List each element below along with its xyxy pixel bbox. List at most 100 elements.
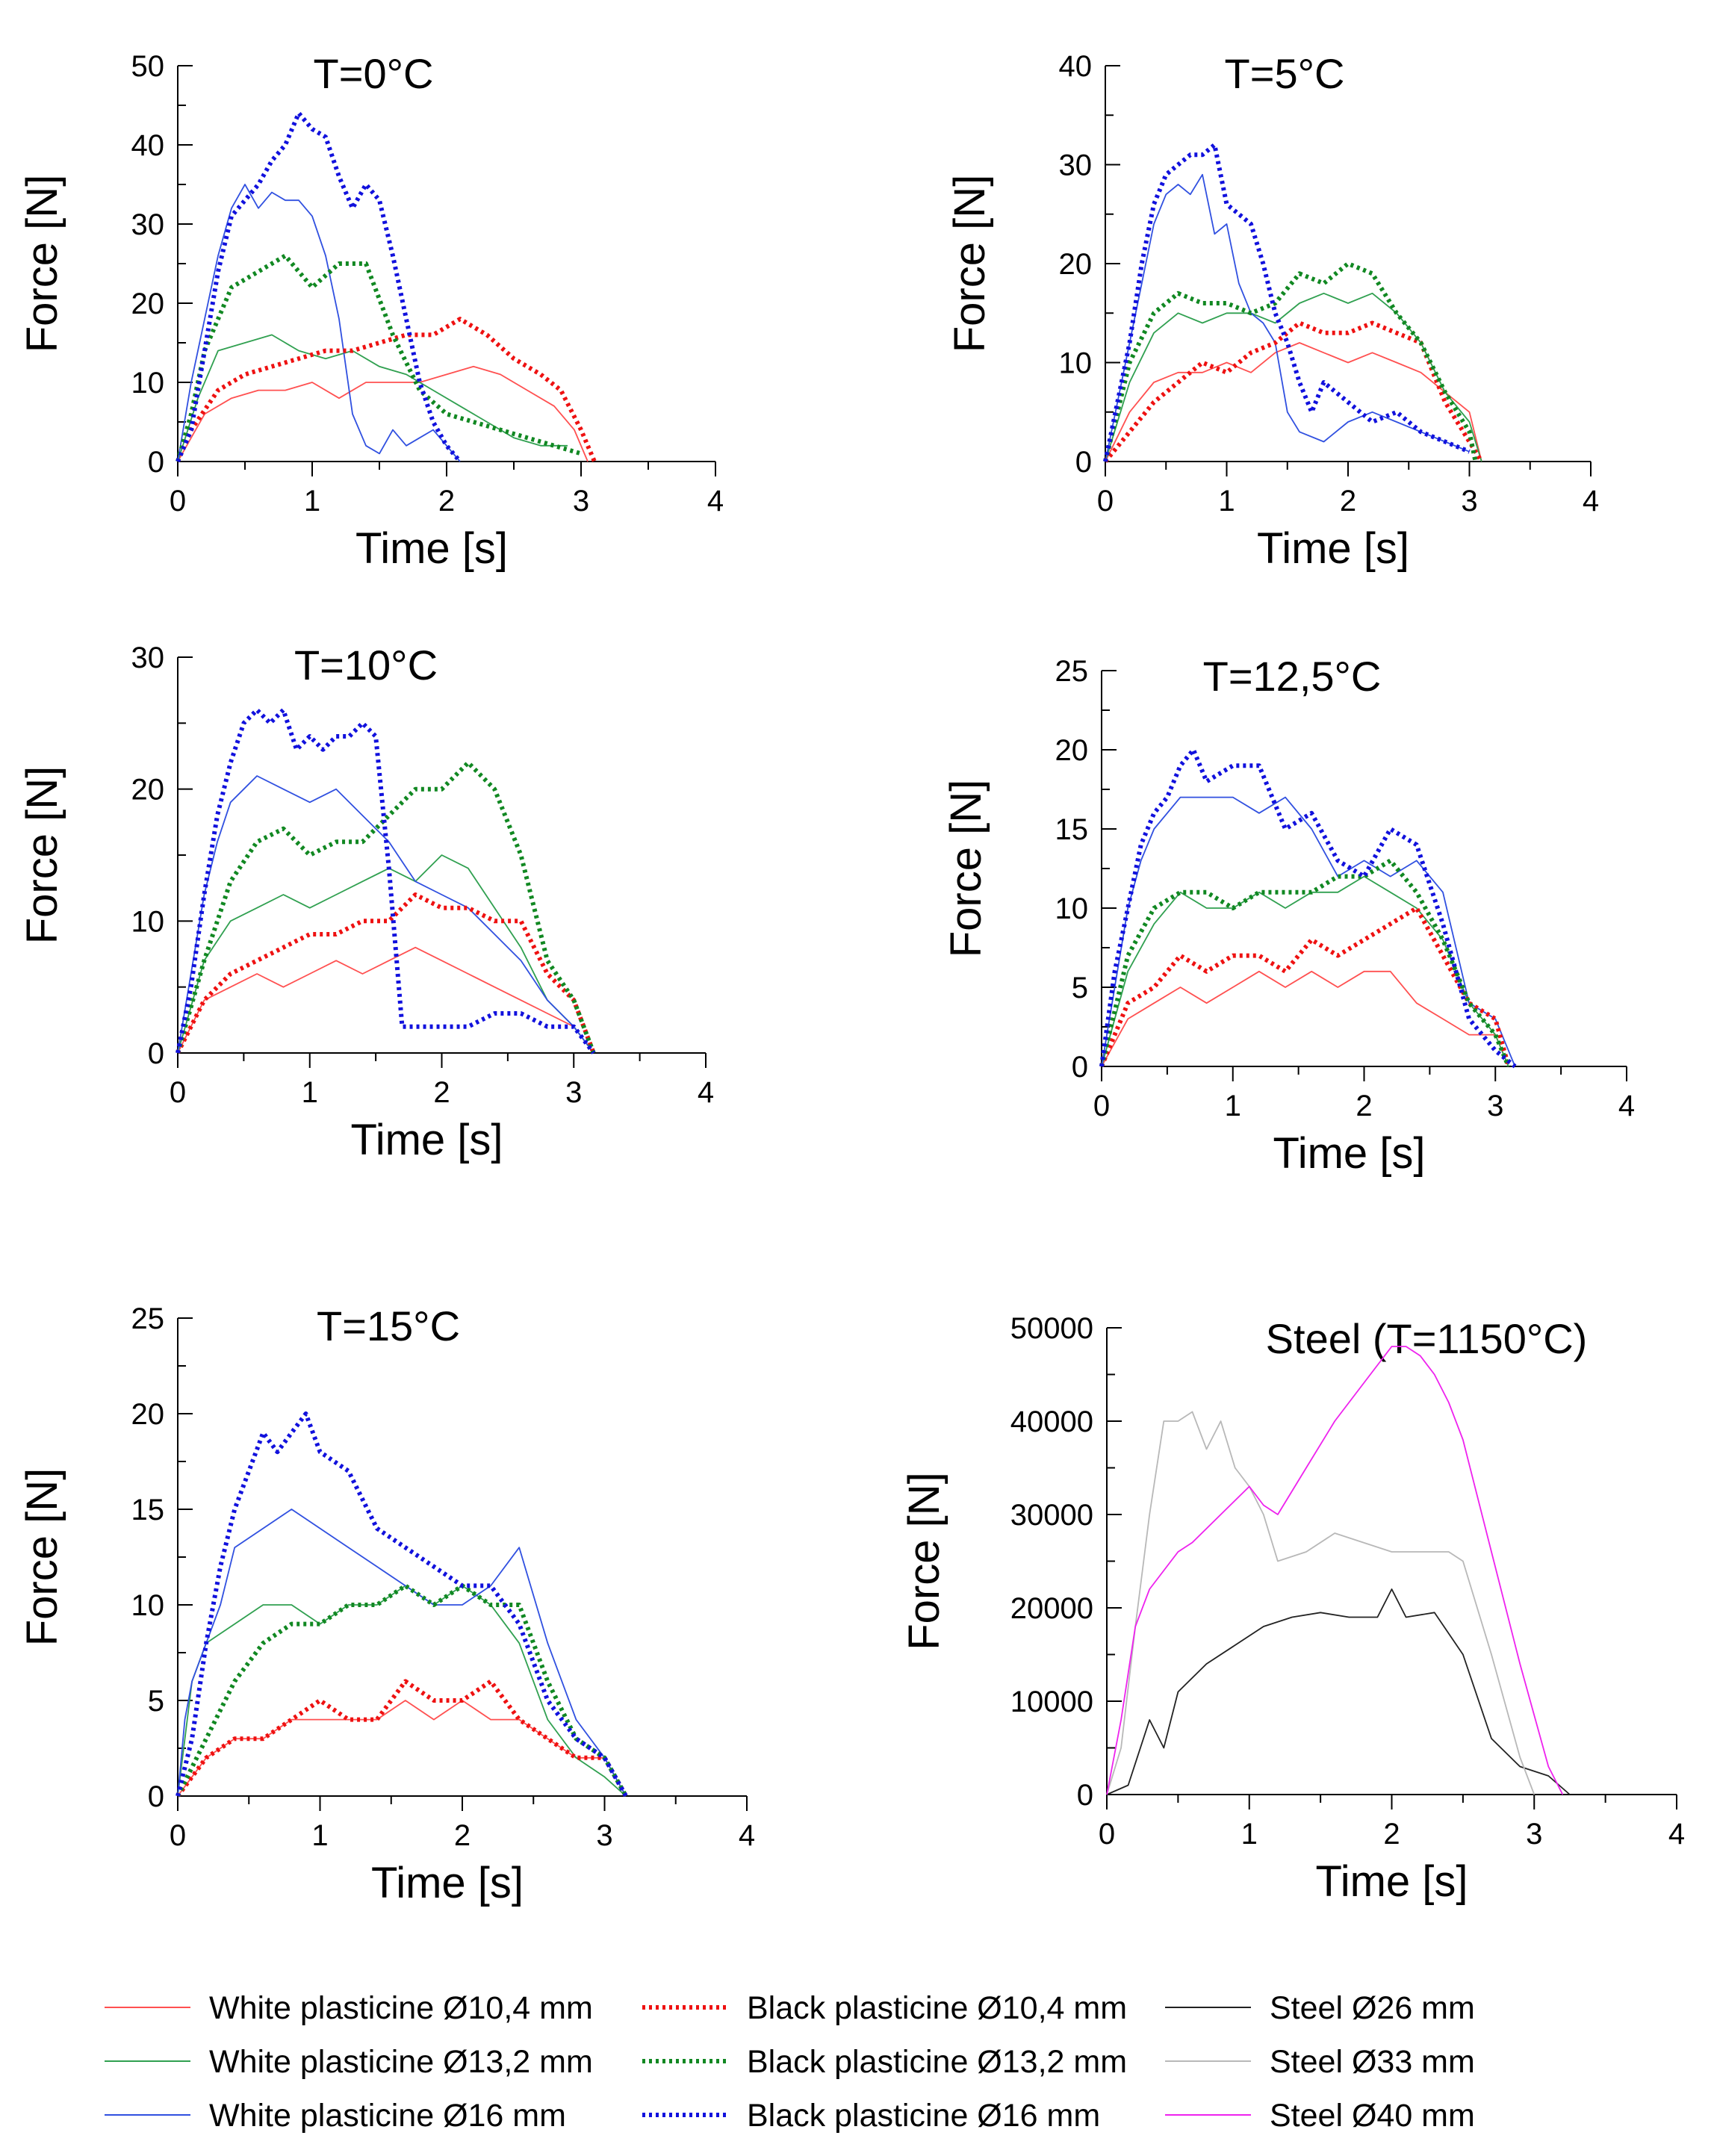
series-line-black-plasticine-10-4-mm	[176, 892, 596, 1054]
series-line-white-plasticine-10-4-mm	[177, 365, 589, 462]
y-axis-label: Force [N]	[18, 766, 66, 945]
legend-entry-label: Black plasticine Ø13,2 mm	[747, 2044, 1127, 2080]
series-line-black-plasticine-10-4-mm	[1099, 906, 1511, 1068]
chart-title: T=0°C	[314, 50, 434, 97]
series-line-white-plasticine-10-4-mm	[1105, 342, 1482, 462]
x-tick-label: 4	[707, 485, 724, 518]
chart-title: T=12,5°C	[1203, 653, 1382, 700]
series-line-white-plasticine-16-mm	[177, 184, 461, 462]
series-line-black-plasticine-16-mm	[176, 707, 596, 1054]
x-tick-label: 1	[311, 1819, 328, 1852]
series-line-white-plasticine-16-mm	[177, 775, 594, 1054]
series-line-white-plasticine-16-mm	[1101, 796, 1516, 1067]
chart-panel-5: 0 1 2 3 4 0 5 10 15 20 25 Time [s] Force [N] T=15°C	[18, 1302, 755, 1907]
x-axis-label: Time [s]	[350, 1116, 503, 1164]
series-line-white-plasticine-13-2-mm	[177, 854, 594, 1054]
series-line-black-plasticine-16-mm	[176, 1411, 628, 1798]
series-line-black-plasticine-13-2-mm	[1103, 261, 1478, 462]
chart-title: T=5°C	[1225, 50, 1345, 97]
y-tick-label: 20	[131, 288, 165, 320]
x-axis-label: Time [s]	[1273, 1129, 1425, 1178]
y-tick-label: 25	[131, 1302, 165, 1335]
legend: White plasticine Ø10,4 mm White plasticin…	[105, 1990, 1475, 2134]
legend-entry-label: Steel Ø33 mm	[1270, 2044, 1475, 2080]
series-line-black-plasticine-13-2-mm	[176, 760, 596, 1054]
y-tick-label: 25	[1055, 655, 1089, 688]
x-tick-label: 0	[170, 485, 186, 518]
chart-panel-3: 0 1 2 3 4 0 10 20 30 Time [s] Force [N] T=10°C	[18, 641, 714, 1164]
series-line-black-plasticine-10-4-mm	[1103, 320, 1484, 463]
legend-entry-label: White plasticine Ø10,4 mm	[209, 1990, 593, 2026]
y-tick-label: 15	[1055, 813, 1089, 846]
x-tick-label: 4	[698, 1076, 714, 1109]
x-tick-label: 2	[433, 1076, 450, 1109]
y-tick-label: 20	[1055, 734, 1089, 767]
x-tick-label: 3	[1461, 485, 1477, 518]
y-tick-label: 0	[148, 1037, 164, 1070]
y-tick-label: 10	[1055, 892, 1089, 925]
y-axis-label: Force [N]	[946, 175, 994, 353]
series-line-white-plasticine-10-4-mm	[1101, 970, 1509, 1067]
legend-entry-label: White plasticine Ø16 mm	[209, 2098, 566, 2134]
y-tick-label: 10	[131, 1589, 165, 1622]
x-tick-label: 2	[1356, 1090, 1372, 1122]
x-tick-label: 1	[302, 1076, 318, 1109]
y-axis-label: Force [N]	[942, 780, 990, 958]
x-axis-label: Time [s]	[1257, 524, 1409, 573]
x-tick-label: 4	[739, 1819, 755, 1852]
x-tick-label: 1	[1225, 1090, 1241, 1122]
y-tick-label: 0	[1072, 1051, 1088, 1084]
x-tick-label: 4	[1668, 1818, 1685, 1851]
chart-title: Steel (T=1150°C)	[1266, 1315, 1588, 1362]
legend-entry-label: Steel Ø26 mm	[1270, 1990, 1475, 2026]
y-tick-label: 5	[148, 1685, 164, 1718]
x-tick-label: 3	[1526, 1818, 1542, 1851]
y-tick-label: 0	[1077, 1779, 1093, 1812]
x-tick-label: 0	[170, 1076, 186, 1109]
y-axis-label: Force [N]	[18, 1468, 66, 1647]
series-line-black-plasticine-10-4-mm	[176, 1679, 628, 1798]
series-line-white-plasticine-16-mm	[1105, 173, 1470, 462]
y-tick-label: 0	[1075, 446, 1092, 479]
series-line-steel-33-mm	[1106, 1411, 1536, 1795]
legend-entry-label: Steel Ø40 mm	[1270, 2098, 1475, 2134]
x-axis-label: Time [s]	[1315, 1857, 1468, 1906]
x-tick-label: 1	[304, 485, 320, 518]
y-tick-label: 20	[1059, 248, 1093, 281]
y-tick-label: 20	[131, 1398, 165, 1431]
x-axis-label: Time [s]	[355, 524, 508, 573]
x-tick-label: 4	[1618, 1090, 1635, 1122]
y-tick-label: 40000	[1010, 1405, 1093, 1438]
series-line-white-plasticine-16-mm	[177, 1509, 627, 1797]
series-line-white-plasticine-13-2-mm	[1105, 292, 1482, 462]
y-tick-label: 30	[131, 641, 165, 674]
y-tick-label: 15	[131, 1494, 165, 1526]
series-line-white-plasticine-10-4-mm	[177, 946, 594, 1054]
x-tick-label: 2	[1383, 1818, 1400, 1851]
x-axis-label: Time [s]	[371, 1859, 524, 1907]
y-tick-label: 40	[1059, 50, 1093, 83]
x-tick-label: 2	[1340, 485, 1356, 518]
y-tick-label: 30000	[1010, 1499, 1093, 1532]
x-tick-label: 2	[438, 485, 455, 518]
x-tick-label: 2	[454, 1819, 471, 1852]
y-tick-label: 0	[148, 446, 164, 479]
y-tick-label: 10000	[1010, 1686, 1093, 1718]
x-tick-label: 3	[596, 1819, 612, 1852]
y-tick-label: 40	[131, 129, 165, 162]
x-tick-label: 0	[1093, 1090, 1110, 1122]
series-line-black-plasticine-16-mm	[1099, 748, 1517, 1069]
chart-panel-4: 0 1 2 3 4 0 5 10 15 20 25 Time [s] Force [N] T=12,5°C	[942, 653, 1635, 1178]
x-tick-label: 3	[1487, 1090, 1503, 1122]
x-tick-label: 0	[1099, 1818, 1115, 1851]
y-tick-label: 50000	[1010, 1312, 1093, 1345]
series-line-black-plasticine-10-4-mm	[176, 317, 597, 463]
series-line-black-plasticine-16-mm	[1103, 143, 1471, 462]
x-tick-label: 0	[1097, 485, 1114, 518]
y-tick-label: 30	[131, 208, 165, 241]
y-tick-label: 0	[148, 1780, 164, 1813]
x-tick-label: 3	[573, 485, 589, 518]
